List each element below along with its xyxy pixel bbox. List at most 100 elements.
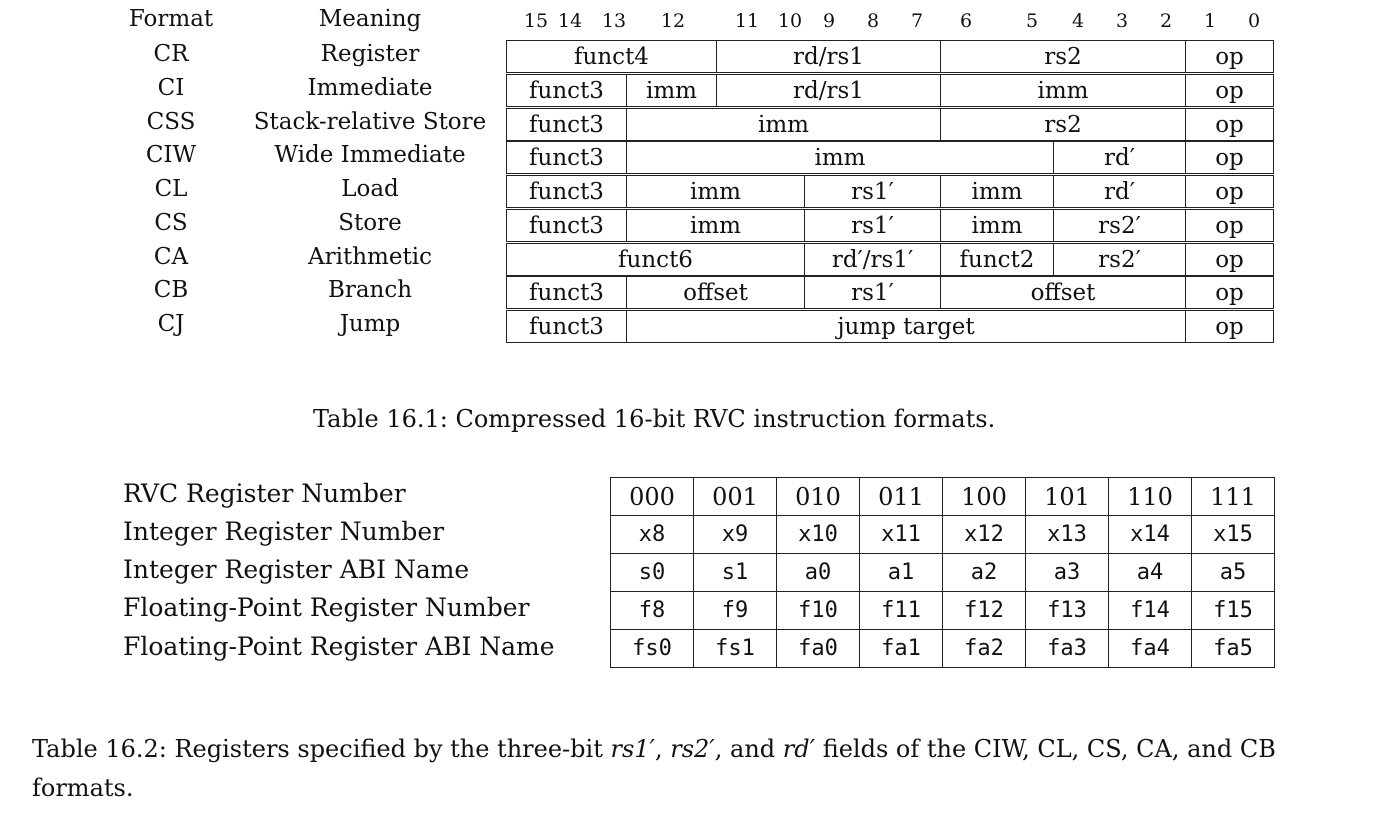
- field: op: [1185, 209, 1274, 242]
- field: funct3: [506, 209, 627, 242]
- bit-label: 3: [1115, 10, 1129, 32]
- format-meaning: Register: [320, 41, 420, 67]
- encoding-row: funct3 jump target op: [506, 310, 1274, 344]
- grid-cell: f9: [693, 591, 777, 630]
- field: imm: [940, 74, 1186, 107]
- field: funct3: [506, 108, 627, 141]
- field: offset: [940, 276, 1186, 309]
- field: rs1′: [804, 175, 941, 208]
- encoding-row: funct3 imm rs2 op: [506, 108, 1274, 142]
- bit-label: 14: [557, 10, 583, 32]
- table-16-2-caption: Table 16.2: Registers specified by the t…: [32, 730, 1362, 808]
- grid-cell: s1: [693, 553, 777, 592]
- bit-label: 7: [910, 10, 924, 32]
- grid-cell: f12: [942, 591, 1026, 630]
- field: imm: [626, 141, 1054, 174]
- grid-cell: a0: [776, 553, 860, 592]
- row-label: RVC Register Number: [123, 479, 406, 508]
- grid-cell: a3: [1025, 553, 1109, 592]
- field: rs2′: [1053, 209, 1186, 242]
- caption-field-rs1: rs1′: [610, 735, 655, 763]
- grid-cell: 010: [776, 477, 860, 516]
- format-name: CIW: [145, 142, 197, 168]
- field: rd′: [1053, 141, 1186, 174]
- grid-cell: fa2: [942, 629, 1026, 668]
- grid-cell: 011: [859, 477, 943, 516]
- format-header: Format: [128, 6, 214, 32]
- caption-text: , and: [714, 735, 783, 763]
- grid-cell: a5: [1191, 553, 1275, 592]
- format-name: CL: [154, 176, 188, 202]
- field: op: [1185, 175, 1274, 208]
- format-meaning: Immediate: [307, 75, 433, 101]
- grid-cell: x13: [1025, 515, 1109, 554]
- grid-cell: 001: [693, 477, 777, 516]
- encoding-row: funct3 imm rs1′ imm rd′ op: [506, 175, 1274, 209]
- table-16-1-caption: Table 16.1: Compressed 16-bit RVC instru…: [313, 405, 996, 433]
- field: op: [1185, 108, 1274, 141]
- grid-cell: x14: [1108, 515, 1192, 554]
- register-grid: 000 001 010 011 100 101 110 111 x8 x9 x1…: [610, 477, 1275, 668]
- format-meaning: Branch: [327, 277, 413, 303]
- encoding-row: funct3 imm rd′ op: [506, 141, 1274, 175]
- table-row: s0 s1 a0 a1 a2 a3 a4 a5: [610, 553, 1275, 592]
- encoding-row: funct3 offset rs1′ offset op: [506, 276, 1274, 310]
- field: funct2: [940, 243, 1054, 276]
- grid-cell: f15: [1191, 591, 1275, 630]
- table-row: x8 x9 x10 x11 x12 x13 x14 x15: [610, 515, 1275, 554]
- field: op: [1185, 141, 1274, 174]
- field: funct3: [506, 175, 627, 208]
- grid-cell: fa5: [1191, 629, 1275, 668]
- field: funct6: [506, 243, 805, 276]
- bit-label: 1: [1203, 10, 1217, 32]
- grid-cell: 111: [1191, 477, 1275, 516]
- grid-cell: f10: [776, 591, 860, 630]
- field: rs2: [940, 40, 1186, 73]
- bit-label: 15: [523, 10, 549, 32]
- format-meaning: Wide Immediate: [274, 142, 466, 168]
- grid-cell: x10: [776, 515, 860, 554]
- field: funct3: [506, 310, 627, 343]
- format-name: CI: [157, 75, 185, 101]
- caption-text: fields of the CIW, CL, CS, CA, and CB fo…: [32, 735, 1276, 802]
- format-meaning: Stack-relative Store: [253, 109, 487, 135]
- grid-cell: 100: [942, 477, 1026, 516]
- grid-cell: x12: [942, 515, 1026, 554]
- bit-label: 2: [1159, 10, 1173, 32]
- format-meaning: Arithmetic: [308, 244, 432, 270]
- table-row: fs0 fs1 fa0 fa1 fa2 fa3 fa4 fa5: [610, 629, 1275, 668]
- field: rd/rs1: [716, 74, 941, 107]
- bit-label: 6: [959, 10, 973, 32]
- format-meaning: Load: [341, 176, 399, 202]
- field: funct3: [506, 74, 627, 107]
- bit-label: 11: [734, 10, 760, 32]
- encoding-row: funct4 rd/rs1 rs2 op: [506, 40, 1274, 74]
- grid-cell: fs0: [610, 629, 694, 668]
- field: imm: [940, 209, 1054, 242]
- format-name: CB: [153, 277, 189, 303]
- grid-cell: fa0: [776, 629, 860, 668]
- caption-text: ,: [654, 735, 671, 763]
- grid-cell: x8: [610, 515, 694, 554]
- field: imm: [626, 175, 805, 208]
- format-name: CS: [154, 210, 188, 236]
- grid-cell: fa3: [1025, 629, 1109, 668]
- field: rd/rs1: [716, 40, 941, 73]
- format-name: CSS: [146, 109, 196, 135]
- format-meaning: Jump: [339, 311, 401, 337]
- format-name: CR: [153, 41, 189, 67]
- grid-cell: fs1: [693, 629, 777, 668]
- caption-field-rs2: rs2′: [670, 735, 715, 763]
- table-row: 000 001 010 011 100 101 110 111: [610, 477, 1275, 516]
- field: rs2: [940, 108, 1186, 141]
- format-name: CA: [153, 244, 189, 270]
- field: imm: [626, 74, 717, 107]
- field: funct4: [506, 40, 717, 73]
- caption-text: Table 16.2: Registers specified by the t…: [32, 735, 611, 763]
- grid-cell: x15: [1191, 515, 1275, 554]
- grid-cell: fa1: [859, 629, 943, 668]
- row-label: Integer Register Number: [123, 517, 445, 546]
- row-label: Floating-Point Register ABI Name: [123, 632, 555, 661]
- field: imm: [940, 175, 1054, 208]
- format-name: CJ: [157, 311, 185, 337]
